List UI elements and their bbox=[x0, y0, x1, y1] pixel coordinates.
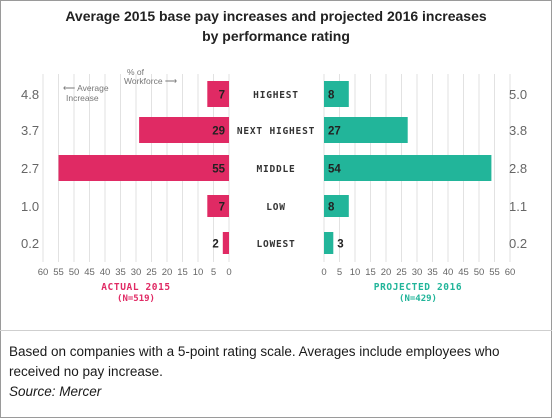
bar-value-label: 29 bbox=[212, 126, 225, 138]
x-tick-right: 50 bbox=[474, 267, 485, 278]
bar-actual-2015 bbox=[222, 232, 229, 254]
chart-caption: Based on companies with a 5-point rating… bbox=[9, 344, 500, 379]
x-tick-right: 10 bbox=[350, 267, 361, 278]
x-tick-right: 30 bbox=[412, 267, 423, 278]
x-tick-right: 40 bbox=[443, 267, 454, 278]
x-tick-right: 15 bbox=[365, 267, 376, 278]
chart-title-line2: by performance rating bbox=[202, 28, 350, 44]
bar-value-label: 8 bbox=[328, 90, 335, 102]
bar-projected-2016 bbox=[324, 117, 408, 143]
annotation-increase: Increase bbox=[66, 93, 99, 103]
bar-value-label: 7 bbox=[219, 202, 225, 214]
avg-increase-projected: 2.8 bbox=[509, 161, 527, 176]
bar-projected-2016 bbox=[324, 232, 334, 254]
x-tick-right: 60 bbox=[505, 267, 516, 278]
x-tick-left: 30 bbox=[131, 267, 142, 278]
chart-source: Source: Mercer bbox=[9, 384, 102, 399]
x-tick-left: 25 bbox=[146, 267, 157, 278]
avg-increase-projected: 1.1 bbox=[509, 199, 527, 214]
series-title-projected: PROJECTED 2016 bbox=[374, 282, 462, 293]
annotation-average: ⟵ Average bbox=[63, 83, 109, 93]
caption-separator bbox=[0, 330, 552, 331]
x-tick-right: 35 bbox=[427, 267, 438, 278]
bar-actual-2015 bbox=[207, 195, 229, 217]
x-tick-left: 45 bbox=[84, 267, 95, 278]
category-label: NEXT HIGHEST bbox=[237, 126, 315, 137]
x-tick-right: 55 bbox=[489, 267, 500, 278]
annotation-workforce: Workforce ⟶ bbox=[124, 76, 178, 86]
category-label: MIDDLE bbox=[256, 164, 295, 175]
x-tick-left: 5 bbox=[211, 267, 216, 278]
series-title-actual: ACTUAL 2015 bbox=[101, 282, 171, 293]
avg-increase-actual: 3.7 bbox=[21, 123, 39, 138]
x-tick-right: 0 bbox=[321, 267, 326, 278]
series-n-actual: (N=519) bbox=[117, 294, 155, 304]
avg-increase-actual: 1.0 bbox=[21, 199, 39, 214]
category-label: LOW bbox=[266, 202, 286, 213]
avg-increase-actual: 0.2 bbox=[21, 236, 39, 251]
chart-title-line1: Average 2015 base pay increases and proj… bbox=[65, 8, 487, 24]
x-tick-left: 0 bbox=[226, 267, 231, 278]
avg-increase-projected: 0.2 bbox=[509, 236, 527, 251]
bar-value-label: 2 bbox=[212, 239, 218, 251]
x-tick-right: 45 bbox=[458, 267, 469, 278]
x-tick-right: 20 bbox=[381, 267, 392, 278]
bar-actual-2015 bbox=[58, 155, 229, 181]
bar-value-label: 3 bbox=[337, 239, 343, 251]
annotation-pct-of: % of bbox=[127, 67, 145, 77]
avg-increase-projected: 3.8 bbox=[509, 123, 527, 138]
x-tick-left: 40 bbox=[100, 267, 111, 278]
avg-increase-actual: 4.8 bbox=[21, 87, 39, 102]
x-tick-left: 60 bbox=[38, 267, 49, 278]
x-tick-left: 20 bbox=[162, 267, 173, 278]
series-n-projected: (N=429) bbox=[399, 294, 437, 304]
avg-increase-projected: 5.0 bbox=[509, 87, 527, 102]
bar-value-label: 7 bbox=[219, 90, 225, 102]
avg-increase-actual: 2.7 bbox=[21, 161, 39, 176]
x-tick-right: 25 bbox=[396, 267, 407, 278]
category-label: HIGHEST bbox=[253, 90, 299, 101]
bar-projected-2016 bbox=[324, 195, 349, 217]
bar-value-label: 27 bbox=[328, 126, 341, 138]
bar-actual-2015 bbox=[207, 81, 229, 107]
x-tick-left: 35 bbox=[115, 267, 126, 278]
bar-value-label: 55 bbox=[212, 164, 225, 176]
category-label: LOWEST bbox=[256, 239, 295, 250]
x-tick-right: 5 bbox=[337, 267, 342, 278]
bar-projected-2016 bbox=[324, 81, 349, 107]
bar-actual-2015 bbox=[139, 117, 229, 143]
x-tick-left: 55 bbox=[53, 267, 64, 278]
x-tick-left: 50 bbox=[69, 267, 80, 278]
bar-projected-2016 bbox=[324, 155, 492, 181]
x-tick-left: 10 bbox=[193, 267, 204, 278]
bar-value-label: 8 bbox=[328, 202, 335, 214]
bar-value-label: 54 bbox=[328, 164, 341, 176]
x-tick-left: 15 bbox=[177, 267, 188, 278]
